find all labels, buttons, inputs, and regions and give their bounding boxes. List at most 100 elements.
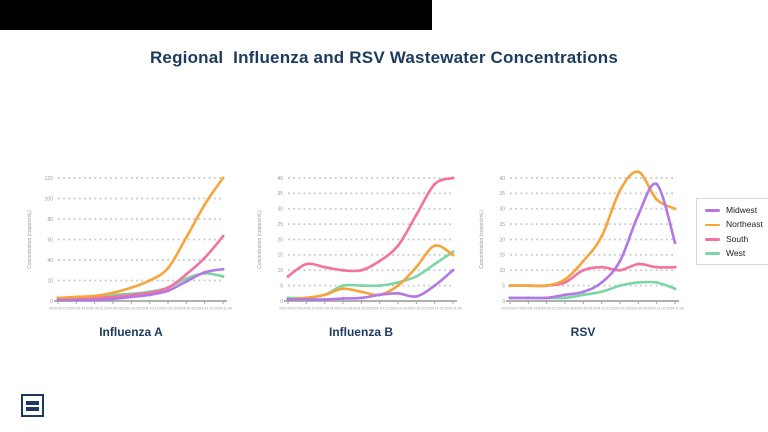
- series-marker-south: [451, 176, 455, 180]
- y-tick-label: 35: [499, 191, 505, 197]
- series-marker-south: [563, 281, 567, 285]
- x-tick-label: 2024-11-02: [426, 307, 444, 311]
- series-marker-midwest: [508, 296, 512, 300]
- series-marker-south: [221, 234, 225, 238]
- y-tick-label: 20: [499, 237, 505, 243]
- x-tick-label: 2024-11-09: [666, 307, 684, 311]
- series-marker-northeast: [508, 284, 512, 288]
- series-marker-northeast: [673, 207, 677, 211]
- series-marker-south: [166, 286, 170, 290]
- chart-rsv: Concentration (copies/mL) 0 5 10 15 20 25 30 35 4…: [474, 164, 692, 339]
- series-marker-midwest: [673, 241, 677, 245]
- x-tick-label: 2024-10-12: [371, 307, 389, 311]
- brand-logo-mark: [26, 406, 39, 411]
- series-marker-south: [673, 265, 677, 269]
- series-marker-midwest: [414, 294, 418, 298]
- series-marker-west: [433, 262, 437, 266]
- series-marker-midwest: [526, 296, 530, 300]
- series-marker-west: [600, 290, 604, 294]
- chart-influenza-b: Concentration (copies/mL) 0 5 10 15 20 25 30 35 4…: [252, 164, 470, 339]
- series-marker-northeast: [148, 279, 152, 282]
- series-marker-northeast: [563, 277, 567, 281]
- legend-label: West: [726, 248, 746, 259]
- series-marker-midwest: [203, 270, 207, 274]
- chart-rsv-plot: Concentration (copies/mL) 0 5 10 15 20 25 30 35 4…: [479, 170, 684, 311]
- series-marker-northeast: [581, 259, 585, 263]
- legend-item-northeast[interactable]: Northeast: [705, 219, 763, 229]
- y-tick-label: 10: [499, 268, 505, 274]
- series-marker-west: [359, 284, 363, 288]
- series-marker-midwest: [323, 297, 327, 301]
- series-marker-south: [581, 268, 585, 272]
- series-marker-midwest: [93, 298, 97, 302]
- legend-item-midwest[interactable]: Midwest: [705, 205, 763, 215]
- series-marker-south: [304, 262, 308, 266]
- series-line-west: [508, 280, 677, 300]
- series-line-northeast: [56, 176, 225, 300]
- series-marker-northeast: [433, 244, 437, 248]
- y-tick-label: 0: [502, 299, 505, 305]
- y-tick-label: 30: [499, 207, 505, 213]
- series-marker-midwest: [129, 295, 133, 299]
- header-accent-bar: [0, 0, 432, 30]
- x-tick-label: 2024-09-07: [279, 307, 297, 311]
- series-marker-west: [636, 281, 640, 285]
- series-marker-midwest: [341, 297, 345, 301]
- x-tick-label: 2024-10-05: [122, 307, 140, 311]
- x-tick-label: 2024-11-09: [214, 307, 232, 311]
- legend-swatch-northeast: [705, 223, 720, 227]
- series-marker-west: [396, 281, 400, 285]
- y-axis-label: Concentration (copies/mL): [479, 210, 485, 269]
- legend-item-south[interactable]: South: [705, 234, 763, 244]
- x-tick-label: 2024-10-05: [574, 307, 592, 311]
- series-marker-south: [396, 244, 400, 248]
- series-marker-northeast: [203, 203, 207, 207]
- series-marker-west: [221, 274, 225, 278]
- series-marker-midwest: [148, 293, 152, 297]
- series-marker-south: [433, 182, 437, 186]
- y-tick-label: 20: [277, 237, 283, 243]
- y-tick-label: 30: [277, 207, 283, 213]
- legend-label: Midwest: [726, 205, 758, 215]
- series-marker-midwest: [433, 284, 437, 288]
- series-marker-northeast: [618, 188, 622, 192]
- series-marker-west: [378, 284, 382, 288]
- x-tick-label: 2024-10-05: [352, 307, 370, 311]
- series-marker-northeast: [129, 286, 133, 290]
- page-title: Regional Influenza and RSV Wastewater Co…: [149, 48, 619, 67]
- brand-logo: [21, 394, 44, 417]
- series-marker-midwest: [451, 268, 455, 272]
- y-tick-label: 60: [47, 237, 53, 243]
- series-marker-west: [184, 276, 188, 280]
- series-marker-south: [341, 268, 345, 272]
- series-marker-midwest: [184, 280, 188, 284]
- series-marker-south: [600, 265, 604, 269]
- series-marker-northeast: [74, 295, 78, 299]
- series-marker-midwest: [286, 297, 290, 301]
- series-marker-west: [451, 250, 455, 254]
- x-tick-label: 2024-11-09: [444, 307, 462, 311]
- series-marker-midwest: [111, 297, 115, 301]
- x-tick-label: 2024-10-12: [141, 307, 159, 311]
- series-marker-midwest: [545, 296, 549, 300]
- series-marker-midwest: [378, 293, 382, 297]
- series-marker-midwest: [74, 298, 78, 302]
- y-axis-label: Concentration (copies/mL): [257, 210, 263, 269]
- series-marker-northeast: [600, 234, 604, 238]
- series-marker-northeast: [221, 176, 225, 180]
- series-line-midwest: [56, 267, 225, 302]
- series-marker-south: [286, 274, 290, 278]
- legend-swatch-west: [705, 252, 720, 255]
- chart-influenza-a: Concentration (copies/mL) 0 20 40 60 80 100 120…: [22, 164, 240, 339]
- series-marker-west: [655, 281, 659, 285]
- x-tick-label: 2024-09-14: [297, 307, 315, 311]
- legend-item-west[interactable]: West: [705, 248, 763, 259]
- y-tick-label: 25: [277, 222, 283, 228]
- chart-influenza-a-plot: Concentration (copies/mL) 0 20 40 60 80 100 120…: [27, 176, 232, 311]
- x-tick-label: 2024-09-21: [86, 307, 104, 311]
- series-marker-midwest: [636, 213, 640, 217]
- series-marker-northeast: [526, 284, 530, 288]
- series-marker-midwest: [304, 297, 308, 301]
- chart-influenza-b-title: Influenza B: [328, 325, 393, 339]
- series-marker-northeast: [166, 266, 170, 270]
